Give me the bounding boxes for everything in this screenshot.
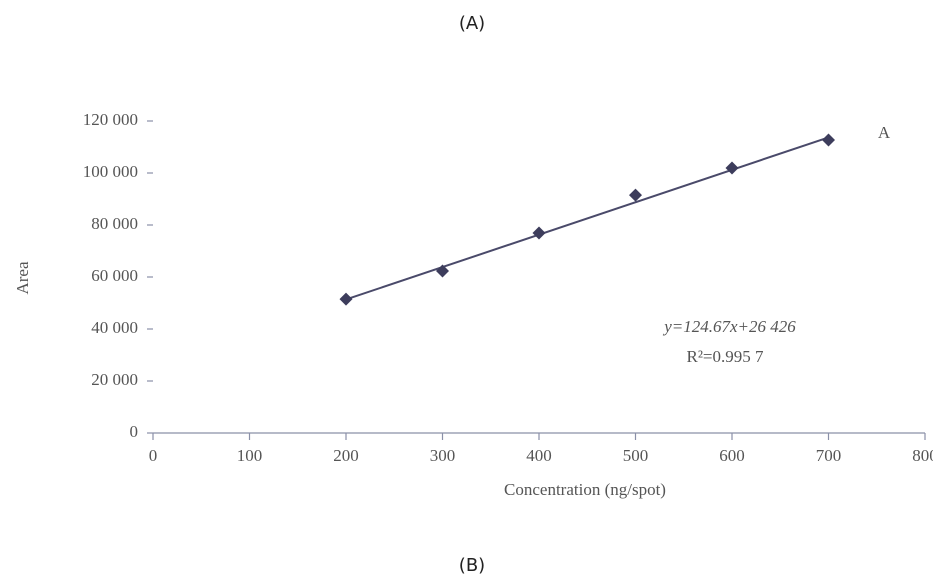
data-point [339,292,353,306]
x-tick-label: 100 [237,446,263,465]
data-point [629,188,642,202]
y-axis-label: Area [13,261,32,294]
y-tick-label: 20 000 [91,370,138,389]
y-tick-label: 60 000 [91,266,138,285]
x-tick-label: 300 [430,446,456,465]
data-point [822,133,835,147]
x-tick-label: 500 [623,446,649,465]
y-tick-label: 40 000 [91,318,138,337]
panel-label: A [878,123,891,142]
data-point [725,161,739,175]
header-caption: (A) [459,13,485,34]
y-tick-label: 120 000 [83,110,138,129]
x-tick-label: 400 [526,446,552,465]
data-point [532,226,546,240]
x-axis-label: Concentration (ng/spot) [504,480,666,499]
footer-caption: (B) [459,555,485,576]
trendline [345,136,829,301]
x-tick-label: 200 [333,446,359,465]
y-tick-label: 100 000 [83,162,138,181]
x-tick-label: 0 [149,446,158,465]
y-tick-label: 80 000 [91,214,138,233]
trend-equation: y=124.67x+26 426 [662,317,796,336]
r-squared: R²=0.995 7 [686,347,764,366]
x-tick-label: 700 [816,446,842,465]
x-tick-label: 600 [719,446,745,465]
y-tick-label: 0 [130,422,139,441]
data-point [436,264,449,278]
x-tick-label: 800 [912,446,933,465]
